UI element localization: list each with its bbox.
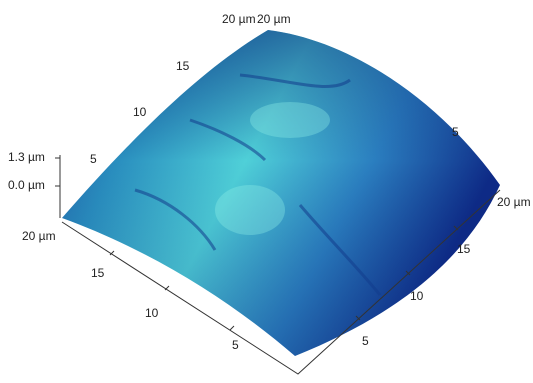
axis-label: 10 xyxy=(410,289,424,303)
axis-label: 20 µm xyxy=(257,12,291,26)
axis-label: 15 xyxy=(91,266,105,280)
z-label: 1.3 µm xyxy=(8,150,45,164)
axis-label: 5 xyxy=(362,334,369,348)
z-label: 0.0 µm xyxy=(8,178,45,192)
axis-label: 10 xyxy=(133,105,147,119)
axis-label: 20 µm xyxy=(222,12,256,26)
axis-label: 5 xyxy=(232,338,239,352)
axis-label: 5 xyxy=(452,125,459,139)
axis-label: 20 µm xyxy=(22,229,56,243)
surface-shade xyxy=(62,30,500,356)
axis-label: 15 xyxy=(457,242,471,256)
axis-label: 15 xyxy=(176,59,190,73)
axis-label: 20 µm xyxy=(497,195,531,209)
axis-label: 5 xyxy=(90,152,97,166)
afm-figure: 5 10 15 20 µm 20 µm 5 1.3 µm 0.0 µm 20 µ… xyxy=(0,0,533,378)
axis-label: 10 xyxy=(145,306,159,320)
